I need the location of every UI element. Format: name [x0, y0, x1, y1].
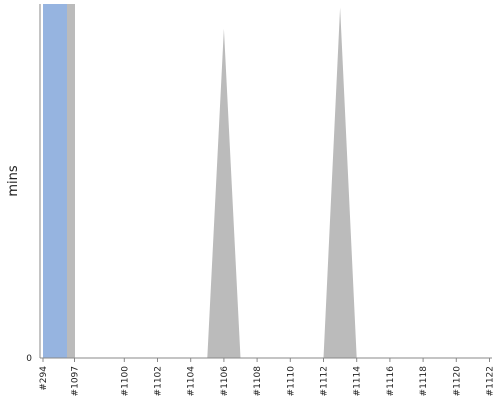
x-tick-label: #1100 [120, 366, 130, 397]
x-tick-label: #1118 [419, 366, 429, 397]
x-axis-ticks: #294 #1097 #1100 #1102 #1104 #1106 #1108 #1110 #… [39, 358, 496, 396]
x-tick-label: #1108 [253, 366, 263, 397]
series-0-area [43, 4, 67, 358]
series-1-area [43, 4, 357, 358]
x-tick-label: #1112 [320, 366, 330, 396]
x-tick-label: #1122 [486, 366, 496, 396]
x-tick-label: #1110 [286, 366, 296, 397]
x-tick-label: #1106 [220, 366, 230, 397]
x-tick-label: #1120 [452, 366, 462, 397]
x-tick-label: #1114 [353, 366, 363, 397]
plot-area [43, 4, 357, 358]
x-tick-label: #1104 [187, 366, 197, 397]
x-tick-label: #1116 [386, 366, 396, 397]
x-tick-label: #1102 [154, 366, 164, 396]
x-tick-label: #294 [39, 366, 49, 391]
x-tick-label: #1097 [71, 366, 81, 396]
y-tick-label-0: 0 [26, 354, 32, 364]
y-axis-title: mins [6, 165, 21, 197]
